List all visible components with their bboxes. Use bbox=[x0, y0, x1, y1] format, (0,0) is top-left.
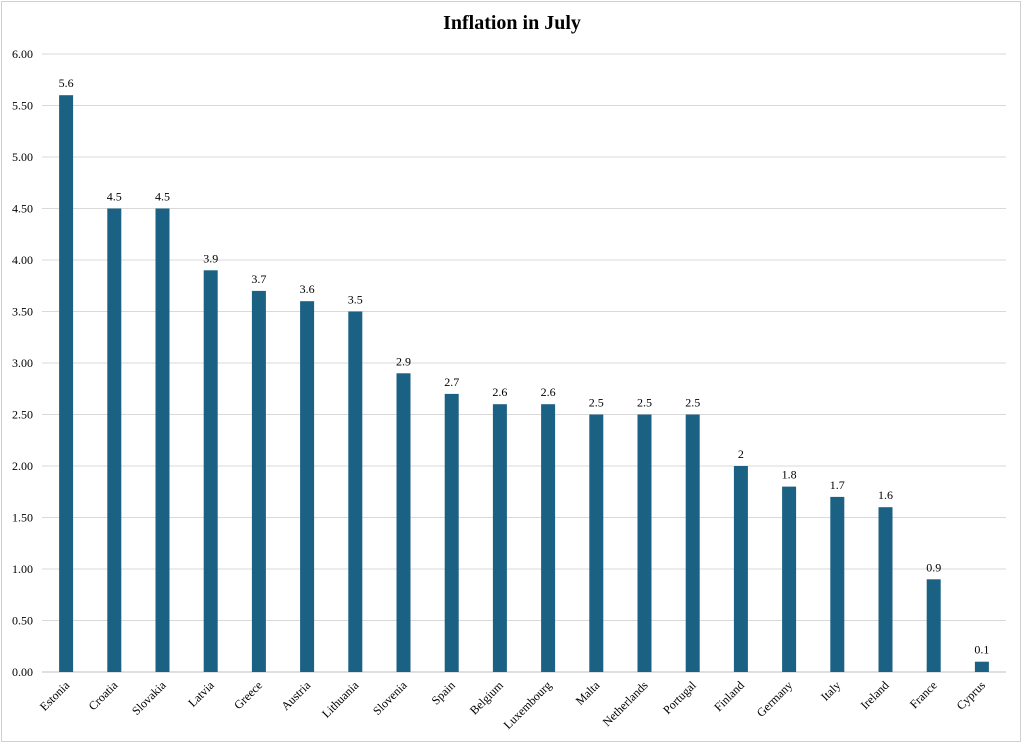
x-tick-label: Croatia bbox=[86, 678, 121, 713]
bar bbox=[492, 404, 507, 672]
x-tick-label: Portugal bbox=[660, 678, 699, 717]
data-label: 4.5 bbox=[155, 190, 170, 204]
y-tick-label: 0.00 bbox=[12, 665, 33, 679]
data-label: 2 bbox=[738, 447, 744, 461]
x-tick-label: Ireland bbox=[858, 678, 892, 712]
bar bbox=[107, 208, 122, 672]
data-label: 1.8 bbox=[782, 468, 797, 482]
data-label: 0.1 bbox=[974, 643, 989, 657]
y-tick-label: 3.50 bbox=[12, 305, 33, 319]
x-tick-label: Belgium bbox=[467, 678, 507, 718]
bar bbox=[348, 311, 363, 672]
bar bbox=[541, 404, 556, 672]
bar bbox=[685, 414, 700, 672]
data-label: 2.5 bbox=[589, 396, 604, 410]
x-tick-label: Estonia bbox=[37, 678, 73, 714]
bar bbox=[203, 270, 218, 672]
x-tick-label: France bbox=[907, 678, 940, 711]
data-label: 2.9 bbox=[396, 354, 411, 368]
bar bbox=[444, 393, 459, 672]
bar bbox=[926, 579, 941, 672]
bar bbox=[733, 466, 748, 672]
data-label: 3.6 bbox=[300, 282, 315, 296]
x-tick-label: Luxembourg bbox=[501, 678, 555, 732]
x-tick-label: Finland bbox=[711, 678, 747, 714]
bar bbox=[251, 290, 266, 672]
x-tick-label: Greece bbox=[231, 678, 265, 712]
bar bbox=[830, 496, 845, 672]
x-axis-ticks: Estonia Croatia Slovakia Latvia Greece Austri… bbox=[37, 678, 988, 732]
y-tick-label: 5.00 bbox=[12, 150, 33, 164]
y-tick-label: 5.50 bbox=[12, 99, 33, 113]
y-tick-label: 2.00 bbox=[12, 459, 33, 473]
data-label: 3.9 bbox=[203, 251, 218, 265]
bar bbox=[637, 414, 652, 672]
bar bbox=[396, 373, 411, 672]
bar bbox=[155, 208, 170, 672]
x-tick-label: Lithuania bbox=[319, 678, 362, 721]
bar bbox=[59, 95, 74, 672]
data-label: 2.7 bbox=[444, 375, 459, 389]
y-tick-label: 2.50 bbox=[12, 408, 33, 422]
y-tick-label: 6.00 bbox=[12, 47, 33, 61]
data-label: 4.5 bbox=[107, 190, 122, 204]
chart-title: Inflation in July bbox=[443, 12, 581, 34]
y-axis-ticks: 0.00 0.50 1.00 1.50 2.00 2.50 3.00 3.50 4.00 4.50… bbox=[12, 47, 33, 679]
bars bbox=[59, 95, 989, 672]
x-tick-label: Latvia bbox=[185, 678, 217, 710]
data-label: 2.6 bbox=[541, 385, 556, 399]
bar bbox=[300, 301, 315, 672]
x-tick-label: Slovenia bbox=[370, 678, 410, 718]
data-label: 1.6 bbox=[878, 488, 893, 502]
x-tick-label: Slovakia bbox=[129, 678, 169, 718]
data-label: 1.7 bbox=[830, 478, 845, 492]
data-label: 3.7 bbox=[251, 272, 266, 286]
bar bbox=[589, 414, 604, 672]
gridlines bbox=[42, 53, 1006, 673]
y-tick-label: 1.50 bbox=[12, 511, 33, 525]
data-label: 2.6 bbox=[492, 385, 507, 399]
x-tick-label: Malta bbox=[573, 678, 603, 708]
x-tick-label: Spain bbox=[429, 678, 458, 707]
y-tick-label: 0.50 bbox=[12, 614, 33, 628]
x-tick-label: Germany bbox=[754, 678, 795, 719]
bar bbox=[878, 507, 893, 672]
y-tick-label: 4.00 bbox=[12, 253, 33, 267]
x-tick-label: Cyprus bbox=[954, 678, 989, 713]
data-label: 2.5 bbox=[637, 396, 652, 410]
x-tick-label: Netherlands bbox=[600, 678, 651, 729]
bar bbox=[974, 661, 989, 672]
x-tick-label: Italy bbox=[818, 678, 843, 703]
data-label: 5.6 bbox=[59, 76, 74, 90]
y-tick-label: 3.00 bbox=[12, 356, 33, 370]
x-tick-label: Austria bbox=[278, 678, 313, 713]
data-label: 2.5 bbox=[685, 396, 700, 410]
data-label: 0.9 bbox=[926, 560, 941, 574]
data-labels: 5.6 4.5 4.5 3.9 3.7 3.6 3.5 2.9 2.7 2.6 2.6 2.5 2.5 2… bbox=[59, 76, 990, 657]
bar bbox=[782, 486, 797, 672]
y-tick-label: 1.00 bbox=[12, 562, 33, 576]
y-tick-label: 4.50 bbox=[12, 202, 33, 216]
data-label: 3.5 bbox=[348, 293, 363, 307]
